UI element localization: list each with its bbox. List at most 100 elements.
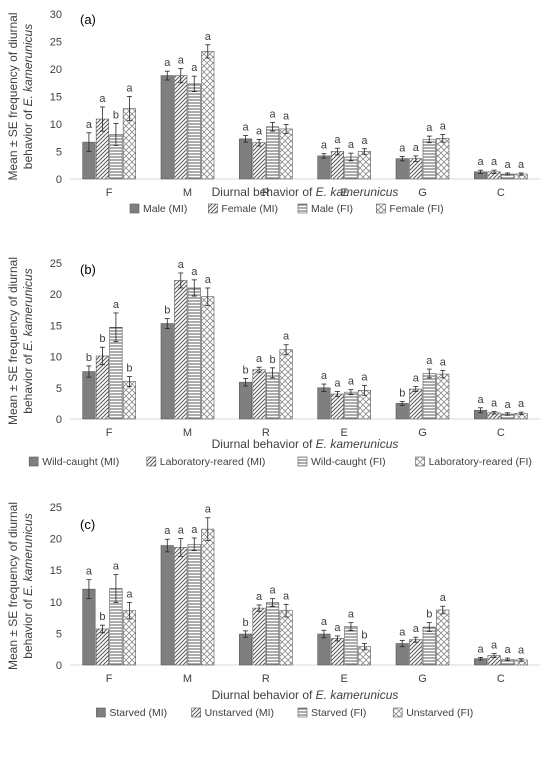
x-tick-label: F — [106, 427, 113, 439]
significance-letter: a — [478, 643, 485, 655]
x-tick-label: G — [418, 673, 427, 685]
significance-letter: a — [478, 394, 485, 406]
significance-letter: a — [440, 592, 447, 604]
y-tick-label: 0 — [56, 174, 62, 186]
x-tick-label: E — [340, 427, 347, 439]
x-axis-label: Diurnal behavior of E. kamerunicus — [212, 437, 399, 451]
significance-letter: a — [256, 353, 263, 365]
significance-letter: a — [321, 140, 328, 152]
x-axis-label-prefix: Diurnal behavior of — [212, 185, 316, 199]
y-tick-label: 0 — [56, 414, 62, 426]
bar — [279, 610, 293, 666]
significance-letter: a — [178, 54, 185, 66]
legend-swatch — [297, 203, 308, 214]
y-axis-label-line2: behavior of E. kamerunicus — [21, 24, 35, 169]
significance-letter: a — [270, 585, 277, 597]
y-axis-label-line2: behavior of E. kamerunicus — [21, 268, 35, 413]
x-tick-label: F — [106, 673, 113, 685]
significance-letter: a — [334, 622, 341, 634]
legend-swatch — [208, 203, 218, 214]
x-tick-label: R — [262, 673, 270, 685]
bar — [330, 638, 344, 666]
bar — [160, 545, 174, 666]
significance-letter: a — [440, 356, 447, 368]
legend-swatch — [415, 456, 425, 467]
bar — [317, 155, 331, 180]
y-axis-label-prefix: behavior of — [21, 596, 35, 659]
x-axis-label-prefix: Diurnal behavior of — [212, 688, 316, 702]
significance-letter: a — [113, 561, 120, 573]
bar — [279, 349, 293, 420]
bar — [201, 296, 215, 420]
legend-entry: Laboratory-reared (FI) — [429, 456, 532, 468]
bar — [279, 128, 293, 180]
bar — [82, 371, 96, 420]
bar — [266, 602, 280, 666]
y-tick-label: 5 — [56, 383, 62, 395]
y-axis-label-line1: Mean ± SE frequency of diurnal — [6, 257, 20, 425]
significance-letter: a — [164, 525, 171, 537]
bar — [436, 609, 450, 666]
significance-letter: b — [243, 364, 249, 376]
y-tick-label: 15 — [50, 565, 62, 577]
legend-entry: Wild-caught (FI) — [311, 456, 386, 468]
significance-letter: a — [334, 134, 341, 146]
significance-letter: a — [413, 623, 420, 635]
legend-swatch — [297, 456, 308, 467]
legend-entry: Unstarved (FI) — [406, 707, 473, 719]
y-axis-label-species: E. kamerunicus — [21, 24, 35, 107]
significance-letter: a — [399, 142, 406, 154]
significance-letter: a — [243, 122, 250, 134]
bar — [95, 628, 109, 666]
significance-letter: a — [491, 398, 498, 410]
significance-letter: a — [348, 139, 355, 151]
significance-letter: b — [86, 352, 92, 364]
significance-letter: a — [256, 125, 263, 137]
bar — [330, 151, 344, 180]
x-axis-label-species: E. kamerunicus — [316, 437, 399, 451]
bar — [187, 287, 201, 420]
legend-entry: Female (MI) — [221, 203, 278, 215]
significance-letter: a — [113, 299, 120, 311]
y-axis-label-line2: behavior of E. kamerunicus — [21, 513, 35, 658]
x-tick-label: G — [418, 427, 427, 439]
significance-letter: b — [361, 630, 367, 642]
significance-letter: b — [99, 333, 105, 345]
bar — [252, 607, 266, 666]
legend-swatch — [28, 456, 39, 467]
bar — [422, 139, 436, 180]
significance-letter: b — [164, 305, 170, 317]
y-tick-label: 20 — [50, 289, 62, 301]
panel-label: (b) — [80, 262, 96, 277]
significance-letter: a — [518, 159, 525, 171]
bar — [344, 391, 358, 420]
x-tick-label: C — [497, 673, 505, 685]
significance-letter: a — [440, 120, 447, 132]
x-tick-label: M — [183, 673, 192, 685]
bar — [122, 381, 136, 420]
x-tick-label: C — [497, 427, 505, 439]
bar — [187, 83, 201, 180]
x-tick-label: E — [340, 673, 347, 685]
bar — [239, 381, 253, 420]
bar — [317, 387, 331, 420]
y-tick-label: 25 — [50, 258, 62, 270]
legend-swatch — [129, 203, 140, 214]
bar — [422, 626, 436, 666]
legend-entry: Wild-caught (MI) — [42, 456, 119, 468]
bar — [252, 142, 266, 180]
significance-letter: a — [191, 266, 198, 278]
significance-letter: b — [426, 609, 432, 621]
significance-letter: a — [399, 626, 406, 638]
x-tick-label: E — [340, 187, 347, 199]
bar — [174, 75, 188, 180]
significance-letter: a — [191, 62, 198, 74]
significance-letter: a — [505, 644, 512, 656]
significance-letter: b — [270, 354, 276, 366]
significance-letter: b — [99, 611, 105, 623]
y-tick-label: 5 — [56, 628, 62, 640]
significance-letter: a — [205, 274, 212, 286]
